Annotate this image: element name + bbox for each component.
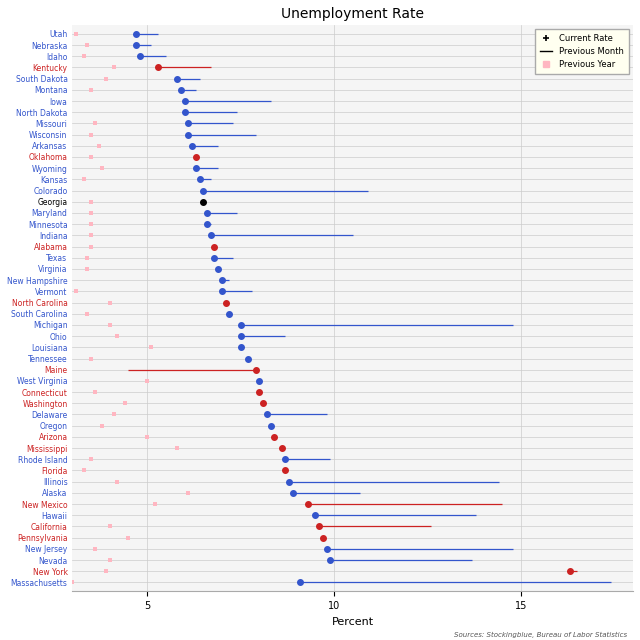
X-axis label: Percent: Percent [332,617,374,627]
Text: Sources: Stockingblue, Bureau of Labor Statistics: Sources: Stockingblue, Bureau of Labor S… [454,632,627,638]
Title: Unemployment Rate: Unemployment Rate [281,7,424,21]
Legend: Current Rate, Previous Month, Previous Year: Current Rate, Previous Month, Previous Y… [535,29,629,74]
